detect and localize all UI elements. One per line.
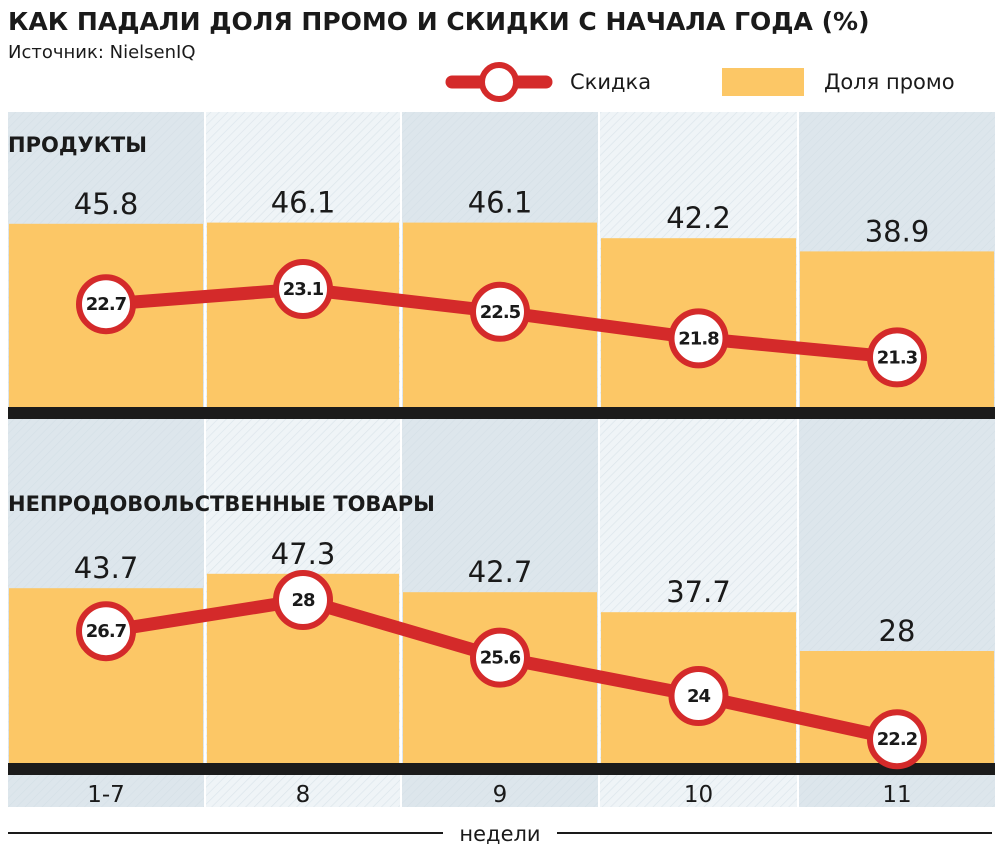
x-tick-label: 8 <box>296 782 311 808</box>
legend: Скидка Доля промо <box>445 62 955 102</box>
discount-value-label: 26.7 <box>86 621 127 642</box>
discount-marker <box>470 627 530 688</box>
panel-title: ПРОДУКТЫ <box>8 133 147 157</box>
x-tick-label: 11 <box>882 782 911 808</box>
line-discount: 22.7 23.1 22.5 21.8 21.3 <box>76 259 927 388</box>
discount-marker <box>470 281 530 342</box>
discount-value-label: 22.5 <box>480 302 521 323</box>
bar-value-label: 46.1 <box>468 186 533 220</box>
bar-value-label: 43.7 <box>74 551 139 585</box>
panel-produkty: ПРОДУКТЫ 45.8 46.1 46.1 42.2 38.9 22.723.122… <box>8 133 995 419</box>
bar-labels: 43.7 47.3 42.7 37.7 28 <box>74 537 916 648</box>
legend-discount-marker <box>479 62 519 102</box>
bar-labels: 45.8 46.1 46.1 42.2 38.9 <box>74 186 930 249</box>
discount-value-label: 23.1 <box>283 279 324 300</box>
discount-value-label: 21.3 <box>877 347 918 368</box>
panel-title: НЕПРОДОВОЛЬСТВЕННЫЕ ТОВАРЫ <box>8 492 435 516</box>
discount-value-label: 25.6 <box>480 648 521 669</box>
discount-value-label: 28 <box>291 590 315 611</box>
x-axis-label: недели <box>459 822 540 846</box>
discount-marker <box>668 308 729 369</box>
bar-value-label: 28 <box>879 614 916 648</box>
legend-discount-label: Скидка <box>570 70 651 94</box>
baseline <box>8 407 995 419</box>
x-tick-label: 1-7 <box>87 782 125 808</box>
discount-marker <box>76 274 136 335</box>
discount-marker <box>867 327 927 388</box>
discount-marker <box>867 709 927 770</box>
x-tick-label: 10 <box>684 782 713 808</box>
bar-value-label: 46.1 <box>271 186 336 220</box>
discount-value-label: 22.2 <box>877 729 917 750</box>
chart-title: КАК ПАДАЛИ ДОЛЯ ПРОМО И СКИДКИ С НАЧАЛА … <box>8 7 870 36</box>
legend-promo: Доля промо <box>722 68 955 96</box>
panel-neprodovolstvennye: НЕПРОДОВОЛЬСТВЕННЫЕ ТОВАРЫ 43.7 47.3 42.7 3… <box>8 492 995 775</box>
legend-promo-label: Доля промо <box>824 70 955 94</box>
discount-value-label: 21.8 <box>678 328 719 349</box>
legend-promo-swatch <box>722 68 804 96</box>
discount-value-label: 24 <box>687 686 711 707</box>
bar-value-label: 38.9 <box>865 214 930 248</box>
bar-value-label: 47.3 <box>271 537 336 571</box>
discount-marker <box>273 570 333 630</box>
baseline <box>8 763 995 775</box>
discount-value-label: 22.7 <box>86 294 127 315</box>
bar-value-label: 45.8 <box>74 187 139 221</box>
bar-value-label: 42.2 <box>666 201 731 235</box>
x-axis: недели <box>8 822 992 846</box>
discount-marker <box>273 259 333 319</box>
discount-marker <box>76 601 136 662</box>
bar-value-label: 37.7 <box>666 575 731 609</box>
chart-source: Источник: NielsenIQ <box>8 42 196 63</box>
legend-discount: Скидка <box>445 62 651 102</box>
x-tick-label: 9 <box>493 782 508 808</box>
x-tick-labels: 1-7 8 9 10 11 <box>87 782 911 808</box>
bar-value-label: 42.7 <box>468 555 533 589</box>
discount-marker <box>668 666 729 726</box>
line-discount: 26.7 28 25.6 24 22.2 <box>76 570 927 770</box>
